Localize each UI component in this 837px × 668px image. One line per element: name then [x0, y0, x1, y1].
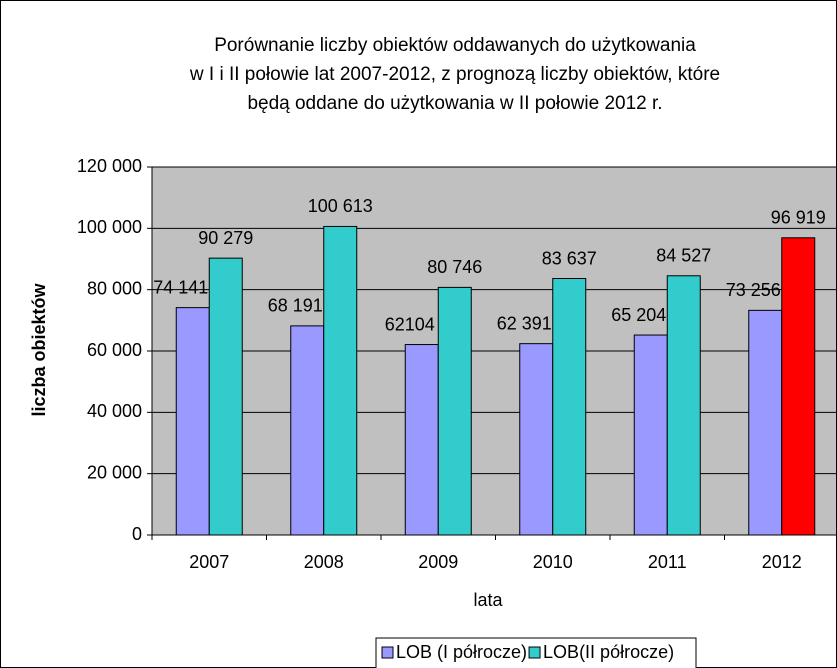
legend-swatch: [381, 646, 394, 659]
bar: [666, 275, 701, 536]
bar: [437, 286, 472, 536]
legend-swatch: [528, 646, 541, 659]
data-label: 62 391: [497, 313, 552, 333]
bar: [323, 225, 358, 536]
y-tick-label: 120 000: [77, 156, 142, 176]
legend-label: LOB (I półrocze): [396, 642, 527, 662]
bar: [633, 334, 668, 536]
data-label: 84 527: [656, 246, 711, 266]
chart-title: w I i II połowie lat 2007-2012, z progno…: [189, 64, 720, 85]
data-label: 90 279: [198, 228, 253, 248]
data-label: 74 141: [153, 277, 208, 297]
y-tick-label: 100 000: [77, 217, 142, 237]
chart-title: Porównanie liczby obiektów oddawanych do…: [214, 35, 696, 56]
bar: [781, 237, 816, 536]
legend-label: LOB(II półrocze): [543, 642, 674, 662]
data-label: 100 613: [308, 196, 373, 216]
bar: [519, 343, 554, 536]
bar: [290, 325, 325, 536]
bar: [748, 309, 783, 536]
bar: [404, 344, 439, 536]
data-label: 80 746: [427, 257, 482, 277]
bar: [208, 257, 243, 536]
x-axis-label: lata: [473, 590, 503, 610]
data-label: 83 637: [542, 248, 597, 268]
y-tick-label: 60 000: [87, 340, 142, 360]
y-axis-label: liczba obiektów: [29, 282, 49, 416]
data-label: 68 191: [268, 296, 323, 316]
x-tick-label: 2010: [533, 552, 573, 572]
data-label: 96 919: [771, 208, 826, 228]
y-tick-label: 20 000: [87, 462, 142, 482]
y-tick-label: 40 000: [87, 401, 142, 421]
x-tick-label: 2011: [648, 552, 687, 572]
bar: [175, 307, 210, 536]
data-label: 62104: [385, 314, 435, 334]
y-tick-label: 0: [132, 524, 142, 544]
data-label: 65 204: [611, 305, 666, 325]
bar: [552, 278, 587, 536]
x-tick-label: 2012: [762, 552, 802, 572]
chart-title: będą oddane do użytkowania w II połowie …: [247, 93, 662, 114]
x-tick-label: 2008: [304, 552, 344, 572]
x-tick-label: 2009: [418, 552, 458, 572]
x-tick-label: 2007: [189, 552, 229, 572]
y-tick-label: 80 000: [87, 278, 142, 298]
data-label: 73 256: [726, 280, 781, 300]
